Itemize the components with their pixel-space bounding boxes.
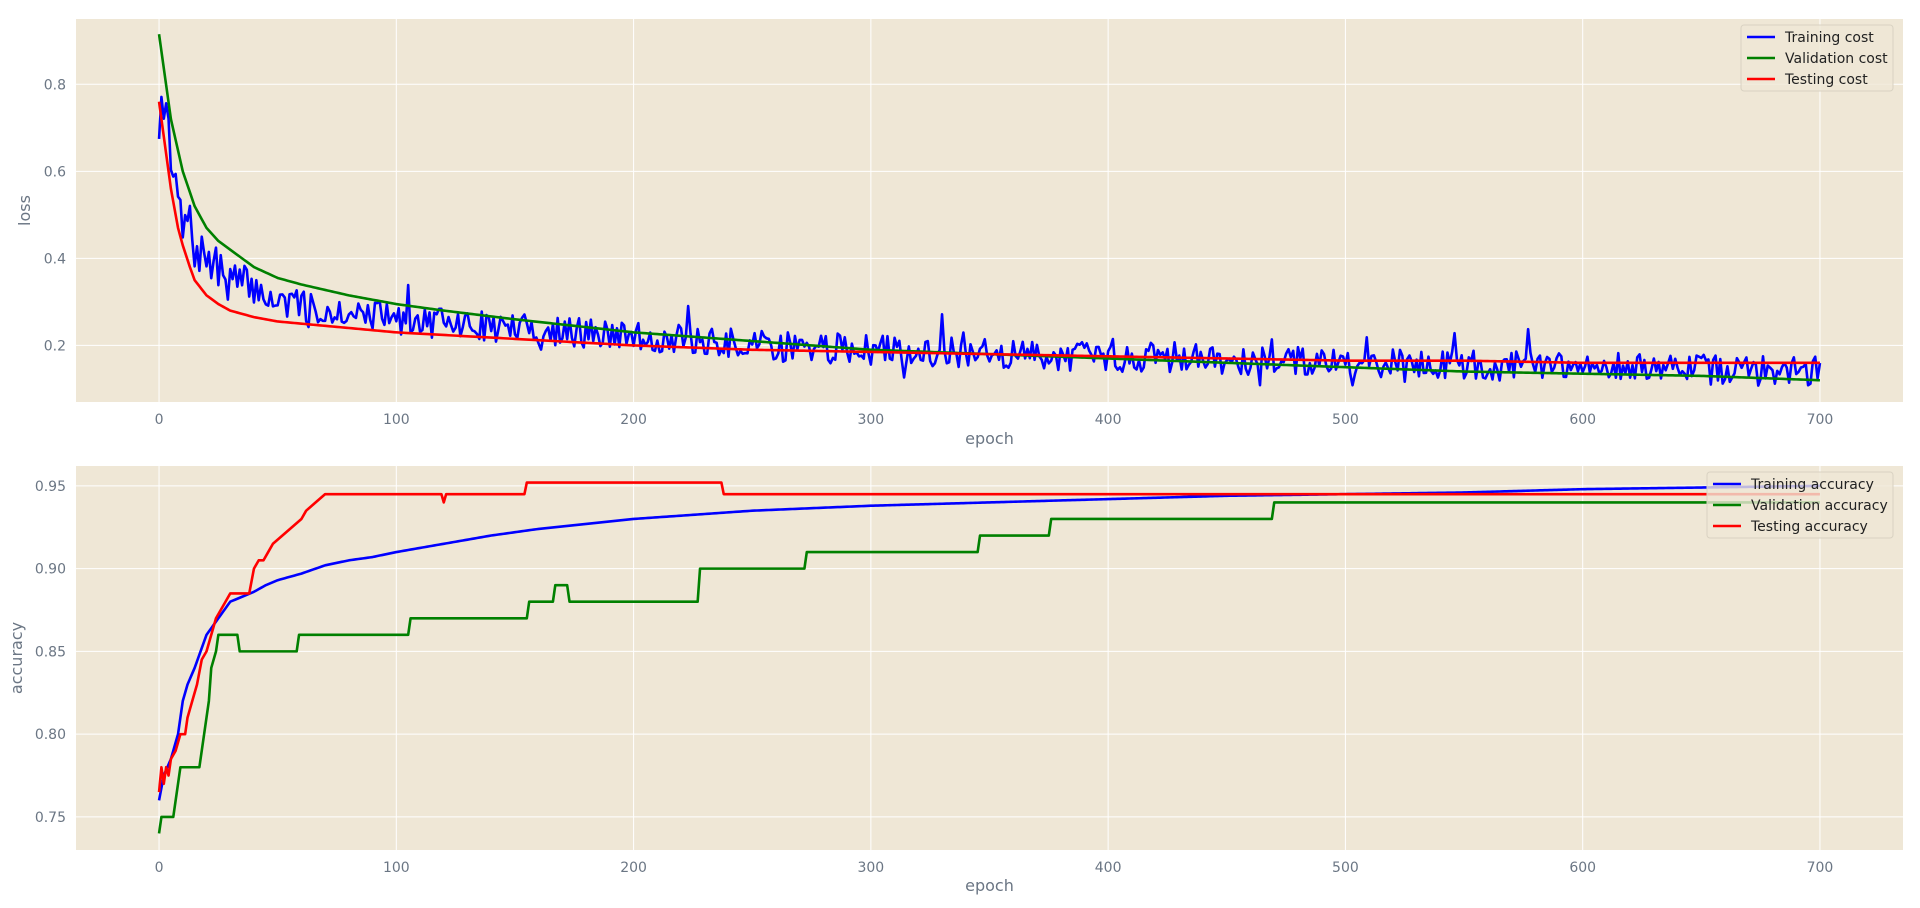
y-tick-label: 0.6	[44, 164, 66, 180]
training-accuracy-line	[157, 484, 1820, 801]
x-tick-label: 600	[1569, 860, 1596, 876]
y-axis-label: accuracy	[7, 622, 26, 694]
x-tick-label: 0	[155, 412, 164, 428]
x-axis-label: epoch	[965, 429, 1014, 448]
legend-label: Training accuracy	[1750, 477, 1874, 493]
x-axis-label: epoch	[965, 876, 1014, 895]
x-tick-label: 600	[1569, 412, 1596, 428]
y-tick-label: 0.90	[35, 562, 66, 578]
x-tick-label: 500	[1332, 860, 1359, 876]
legend-label: Training cost	[1784, 30, 1874, 46]
legend-box	[1740, 24, 1894, 92]
x-tick-label: 100	[383, 412, 410, 428]
y-tick-label: 0.75	[35, 810, 66, 826]
x-tick-label: 100	[383, 860, 410, 876]
loss-chart: 0 100 200 300 400 500 600 700 0.2 0.4 0.6 0.8 epoch l…	[15, 19, 1903, 448]
y-tick-label: 0.80	[35, 727, 66, 743]
x-tick-label: 300	[857, 412, 884, 428]
y-tick-label: 0.2	[44, 338, 66, 354]
plot-area	[76, 19, 1903, 402]
x-tick-label: 400	[1095, 860, 1122, 876]
x-tick-label: 500	[1332, 412, 1359, 428]
x-tick-label: 700	[1807, 860, 1834, 876]
y-tick-label: 0.85	[35, 644, 66, 660]
legend-label: Testing accuracy	[1750, 519, 1868, 535]
legend-box	[1706, 471, 1894, 539]
testing-cost-line	[157, 101, 1820, 365]
legend-label: Testing cost	[1784, 72, 1868, 88]
series-group	[157, 481, 1820, 834]
accuracy-chart: 0 100 200 300 400 500 600 700 0.75 0.80 0.85 0.90 0.…	[7, 466, 1903, 895]
y-tick-label: 0.4	[44, 251, 66, 267]
x-tick-label: 300	[857, 860, 884, 876]
x-tick-label: 0	[155, 860, 164, 876]
x-tick-label: 700	[1807, 412, 1834, 428]
x-tick-label: 400	[1095, 412, 1122, 428]
y-axis-label: loss	[15, 195, 34, 226]
testing-accuracy-line	[157, 481, 1820, 793]
legend: Training accuracy Validation accuracy Test…	[1706, 471, 1894, 539]
legend: Training cost Validation cost Testing cost	[1740, 24, 1894, 92]
legend-label: Validation cost	[1785, 51, 1888, 67]
y-tick-label: 0.8	[44, 77, 66, 93]
validation-accuracy-line	[157, 501, 1820, 834]
plot-area	[76, 466, 1903, 850]
series-group	[157, 34, 1822, 387]
y-tick-label: 0.95	[35, 479, 66, 495]
legend-label: Validation accuracy	[1751, 498, 1888, 514]
x-tick-label: 200	[620, 860, 647, 876]
x-tick-label: 200	[620, 412, 647, 428]
